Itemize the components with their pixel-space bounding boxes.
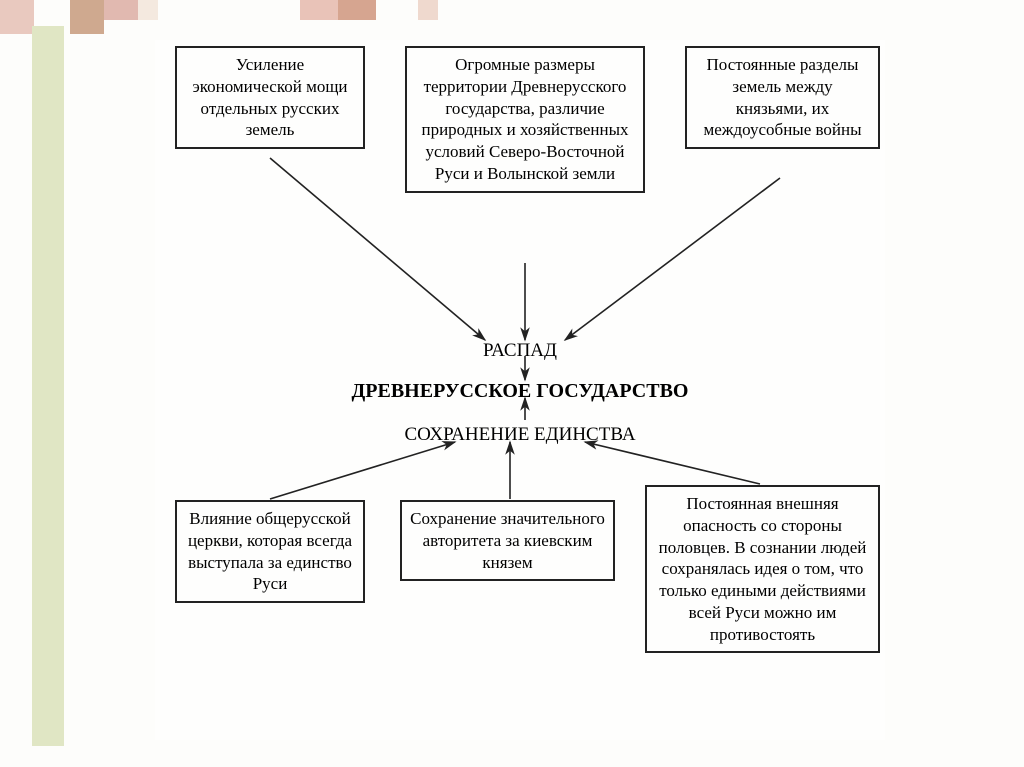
deco-block	[0, 0, 34, 34]
deco-block	[300, 0, 338, 20]
deco-block	[138, 0, 158, 20]
unity-box-kiev-prince: Сохранение значительного авторитета за к…	[400, 500, 615, 581]
cause-box-economy: Усиление экономической мощи отдельных ру…	[175, 46, 365, 149]
label-unity: СОХРАНЕНИЕ ЕДИНСТВА	[155, 424, 885, 446]
unity-box-polovtsy: Постоянная внешняя опасность со стороны …	[645, 485, 880, 653]
deco-block	[104, 0, 138, 20]
unity-box-church: Влияние общерусской церкви, которая всег…	[175, 500, 365, 603]
left-stripe	[32, 26, 64, 746]
cause-box-territory: Огромные размеры территории Древнерусско…	[405, 46, 645, 193]
diagram-canvas: Усиление экономической мощи отдельных ру…	[155, 40, 885, 740]
label-raspad: РАСПАД	[155, 340, 885, 362]
deco-block	[418, 0, 438, 20]
cause-box-wars: Постоянные разделы земель между князьями…	[685, 46, 880, 149]
deco-block	[338, 0, 376, 20]
label-title: ДРЕВНЕРУССКОЕ ГОСУДАРСТВО	[155, 380, 885, 403]
deco-block	[70, 0, 104, 34]
